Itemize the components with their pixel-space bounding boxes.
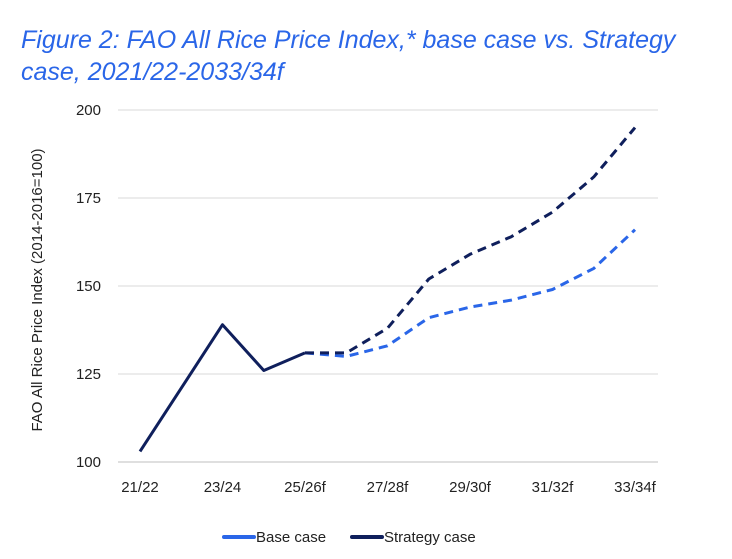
x-tick-label: 29/30f <box>449 479 492 496</box>
series-base-case-projection-line <box>304 228 637 358</box>
chart-title-line-2: case, 2021/22-2033/34f <box>21 58 284 86</box>
x-tick-label: 31/32f <box>532 479 575 496</box>
x-tick-label: 23/24 <box>204 479 242 496</box>
x-tick-label: 21/22 <box>121 479 159 496</box>
series-strategy-case-historical-line <box>138 323 306 453</box>
y-axis-ticks: 100 125 150 175 200 <box>76 102 101 471</box>
x-tick-label: 27/28f <box>367 479 410 496</box>
legend: Base case Strategy case <box>222 529 476 546</box>
gridlines <box>118 109 658 463</box>
y-tick-label: 100 <box>76 454 101 471</box>
x-axis-ticks: 21/22 23/24 25/26f 27/28f 29/30f 31/32f 33/34f <box>121 479 656 496</box>
y-tick-label: 125 <box>76 366 101 383</box>
chart-title-line-1: Figure 2: FAO All Rice Price Index,* bas… <box>21 26 676 54</box>
y-tick-label: 150 <box>76 278 101 295</box>
series-lines <box>138 126 637 453</box>
series-strategy-case-projection-line <box>305 126 637 355</box>
y-tick-label: 200 <box>76 102 101 119</box>
chart-title: Figure 2: FAO All Rice Price Index,* bas… <box>21 24 711 88</box>
legend-label: Strategy case <box>384 529 476 546</box>
y-axis-label: FAO All Rice Price Index (2014-2016=100) <box>29 148 46 431</box>
x-tick-label: 33/34f <box>614 479 657 496</box>
x-tick-label: 25/26f <box>284 479 327 496</box>
y-tick-label: 175 <box>76 190 101 207</box>
legend-label: Base case <box>256 529 326 546</box>
